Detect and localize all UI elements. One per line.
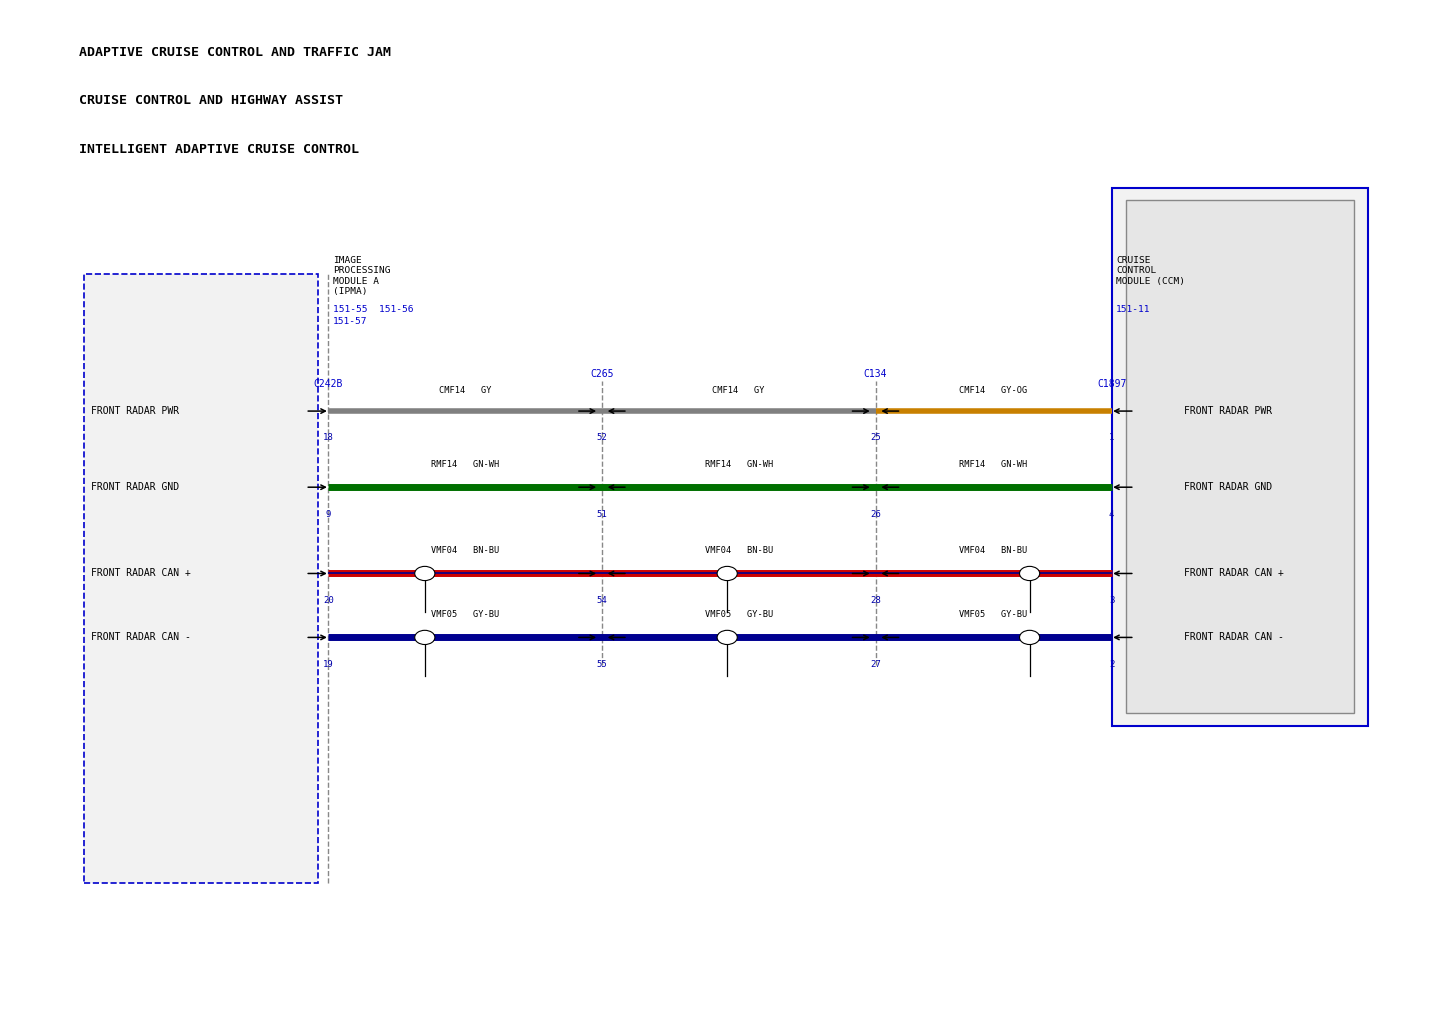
Text: 3: 3 bbox=[1109, 596, 1115, 605]
Text: 1: 1 bbox=[1109, 433, 1115, 443]
Text: C1897: C1897 bbox=[1097, 379, 1126, 389]
Circle shape bbox=[1020, 630, 1040, 645]
Circle shape bbox=[415, 630, 435, 645]
Text: 26: 26 bbox=[870, 510, 881, 519]
Bar bbox=[84, 274, 318, 883]
Text: FRONT RADAR CAN -: FRONT RADAR CAN - bbox=[1184, 632, 1283, 642]
Text: IMAGE
PROCESSING
MODULE A
(IPMA): IMAGE PROCESSING MODULE A (IPMA) bbox=[333, 256, 390, 296]
Text: FRONT RADAR CAN +: FRONT RADAR CAN + bbox=[91, 568, 190, 579]
Text: 151-57: 151-57 bbox=[333, 317, 367, 326]
Circle shape bbox=[415, 566, 435, 581]
Text: CMF14   GY-OG: CMF14 GY-OG bbox=[959, 386, 1028, 395]
Circle shape bbox=[717, 630, 737, 645]
Text: INTELLIGENT ADAPTIVE CRUISE CONTROL: INTELLIGENT ADAPTIVE CRUISE CONTROL bbox=[79, 143, 359, 156]
Text: VMF04   BN-BU: VMF04 BN-BU bbox=[704, 546, 773, 555]
Text: VMF05   GY-BU: VMF05 GY-BU bbox=[959, 610, 1028, 619]
Text: FRONT RADAR CAN -: FRONT RADAR CAN - bbox=[91, 632, 190, 642]
Text: 28: 28 bbox=[870, 596, 881, 605]
Bar bbox=[1112, 188, 1368, 726]
Text: C265: C265 bbox=[590, 368, 613, 379]
Text: 55: 55 bbox=[596, 660, 608, 669]
Text: CMF14   GY: CMF14 GY bbox=[439, 386, 491, 395]
Text: 19: 19 bbox=[323, 660, 334, 669]
Text: 25: 25 bbox=[870, 433, 881, 443]
Text: 9: 9 bbox=[325, 510, 331, 519]
Text: RMF14   GN-WH: RMF14 GN-WH bbox=[704, 460, 773, 469]
Circle shape bbox=[1020, 566, 1040, 581]
Circle shape bbox=[717, 566, 737, 581]
Text: 2: 2 bbox=[1109, 660, 1115, 669]
Text: 54: 54 bbox=[596, 596, 608, 605]
Text: 52: 52 bbox=[596, 433, 608, 443]
Text: C134: C134 bbox=[864, 368, 887, 379]
Text: 4: 4 bbox=[1109, 510, 1115, 519]
Text: CMF14   GY: CMF14 GY bbox=[713, 386, 765, 395]
Text: RMF14   GN-WH: RMF14 GN-WH bbox=[959, 460, 1028, 469]
Text: C242B: C242B bbox=[314, 379, 343, 389]
Text: VMF05   GY-BU: VMF05 GY-BU bbox=[431, 610, 500, 619]
Text: FRONT RADAR GND: FRONT RADAR GND bbox=[1184, 482, 1272, 492]
Text: RMF14   GN-WH: RMF14 GN-WH bbox=[431, 460, 500, 469]
Text: FRONT RADAR GND: FRONT RADAR GND bbox=[91, 482, 179, 492]
Text: VMF05   GY-BU: VMF05 GY-BU bbox=[704, 610, 773, 619]
Text: 20: 20 bbox=[323, 596, 334, 605]
Text: FRONT RADAR PWR: FRONT RADAR PWR bbox=[91, 406, 179, 416]
Text: VMF04   BN-BU: VMF04 BN-BU bbox=[959, 546, 1028, 555]
Text: CRUISE CONTROL AND HIGHWAY ASSIST: CRUISE CONTROL AND HIGHWAY ASSIST bbox=[79, 94, 343, 108]
Text: 151-55  151-56: 151-55 151-56 bbox=[333, 304, 413, 314]
Text: 27: 27 bbox=[870, 660, 881, 669]
Text: 151-11: 151-11 bbox=[1116, 304, 1151, 314]
Text: ADAPTIVE CRUISE CONTROL AND TRAFFIC JAM: ADAPTIVE CRUISE CONTROL AND TRAFFIC JAM bbox=[79, 46, 392, 59]
Text: 51: 51 bbox=[596, 510, 608, 519]
Bar bbox=[1126, 200, 1354, 713]
Text: FRONT RADAR CAN +: FRONT RADAR CAN + bbox=[1184, 568, 1283, 579]
Text: 18: 18 bbox=[323, 433, 334, 443]
Text: VMF04   BN-BU: VMF04 BN-BU bbox=[431, 546, 500, 555]
Text: CRUISE
CONTROL
MODULE (CCM): CRUISE CONTROL MODULE (CCM) bbox=[1116, 256, 1185, 285]
Text: FRONT RADAR PWR: FRONT RADAR PWR bbox=[1184, 406, 1272, 416]
